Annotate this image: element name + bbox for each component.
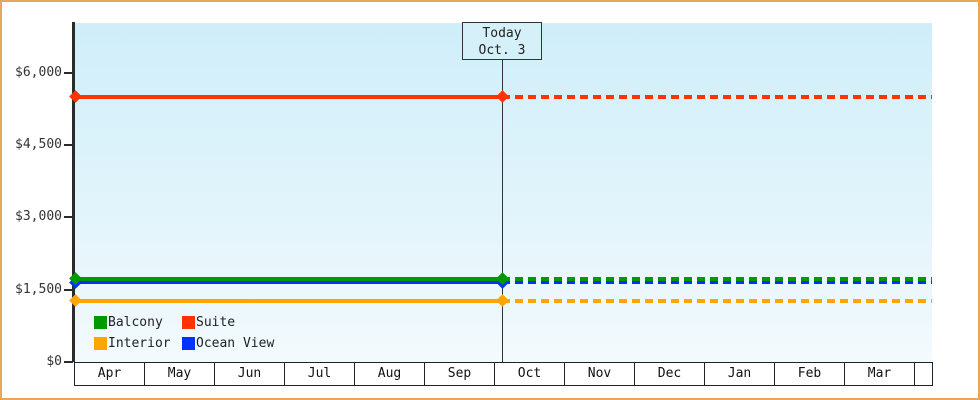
series-line-balcony-dashed	[502, 276, 932, 281]
series-line-suite-dashed	[502, 94, 932, 99]
legend-label: Suite	[196, 315, 236, 330]
y-tick-label: $4,500	[15, 137, 62, 152]
today-annotation-box: Today Oct. 3	[462, 22, 542, 60]
y-tick-label: $1,500	[15, 281, 62, 297]
today-label: Today	[482, 26, 522, 41]
series-line-ocean-view-solid	[75, 280, 502, 285]
legend-swatch-ocean-view	[182, 337, 195, 350]
month-cell-nov: Nov	[565, 363, 635, 385]
legend-item-balcony: Balcony	[94, 312, 182, 333]
legend: Balcony Suite Interior Ocean View	[94, 312, 274, 354]
y-tick-mark	[64, 216, 73, 219]
series-line-ocean-view-dashed	[502, 280, 932, 285]
today-marker-line	[502, 59, 503, 362]
y-axis-line	[72, 22, 75, 362]
legend-label: Balcony	[108, 315, 163, 330]
month-cell-sep: Sep	[425, 363, 495, 385]
today-date: Oct. 3	[478, 43, 526, 58]
legend-swatch-balcony	[94, 316, 107, 329]
series-line-suite-solid	[75, 94, 502, 99]
legend-item-interior: Interior	[94, 333, 182, 354]
month-cell-jan: Jan	[705, 363, 775, 385]
y-tick-label: $6,000	[15, 64, 62, 80]
legend-item-ocean-view: Ocean View	[182, 333, 274, 354]
month-cell-oct: Oct	[495, 363, 565, 385]
legend-swatch-interior	[94, 337, 107, 350]
y-tick-mark	[64, 361, 73, 363]
y-tick-mark	[64, 288, 73, 291]
legend-label: Ocean View	[196, 336, 275, 351]
month-cell-mar: Mar	[845, 363, 915, 385]
month-cell-may: May	[145, 363, 215, 385]
y-tick-label: $3,000	[15, 209, 62, 225]
x-axis-month-band: Apr May Jun Jul Aug Sep Oct Nov Dec Jan Feb Mar	[74, 362, 933, 386]
series-line-interior-solid	[75, 298, 502, 303]
legend-label: Interior	[108, 336, 171, 351]
month-cell-dec: Dec	[635, 363, 705, 385]
y-tick-mark	[64, 144, 73, 146]
month-cell-empty	[915, 363, 932, 385]
series-line-balcony-solid	[75, 276, 502, 281]
month-cell-jun: Jun	[215, 363, 285, 385]
month-cell-jul: Jul	[285, 363, 355, 385]
series-line-interior-dashed	[502, 298, 932, 303]
month-cell-aug: Aug	[355, 363, 425, 385]
legend-item-suite: Suite	[182, 312, 274, 333]
y-tick-mark	[64, 71, 73, 74]
y-tick-label: $0	[46, 354, 62, 369]
month-cell-feb: Feb	[775, 363, 845, 385]
month-cell-apr: Apr	[75, 363, 145, 385]
legend-swatch-suite	[182, 316, 195, 329]
